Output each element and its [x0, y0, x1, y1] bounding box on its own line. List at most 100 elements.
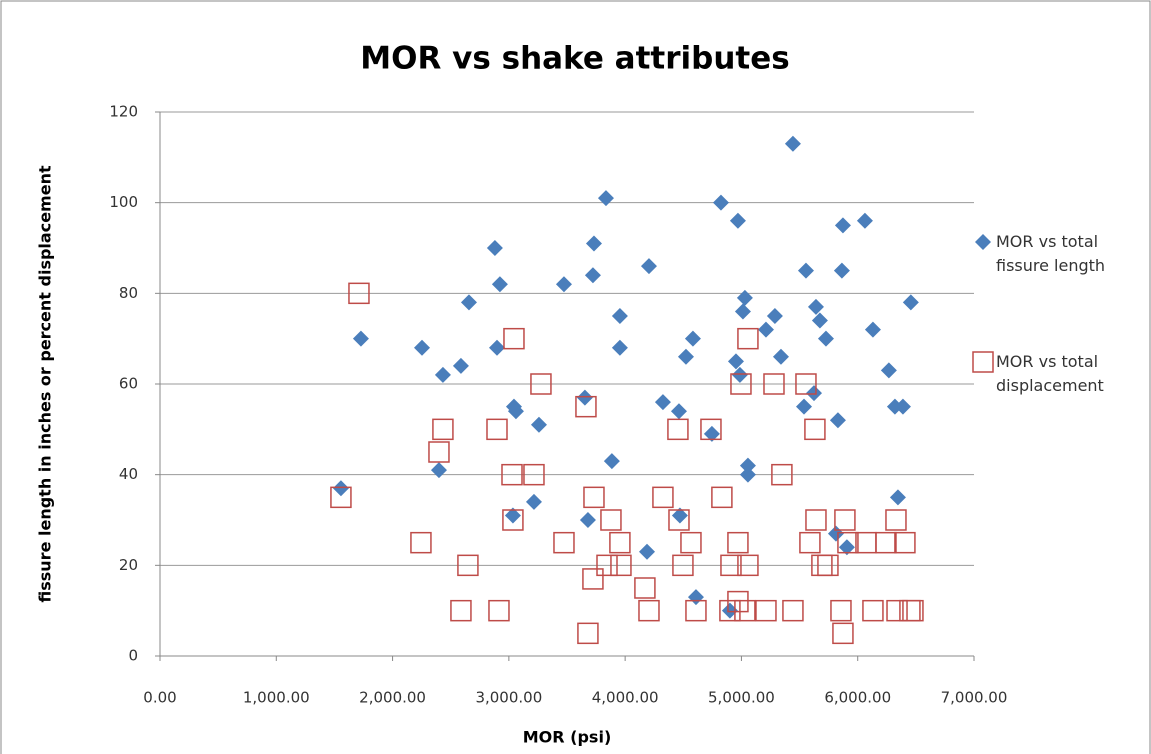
- diamond-point: [430, 462, 447, 479]
- square-point: [680, 531, 702, 554]
- square-point: [805, 509, 827, 531]
- diamond-point: [670, 403, 687, 420]
- square-point: [610, 554, 632, 577]
- diamond-point: [721, 602, 738, 619]
- y-tick-label: 60: [119, 375, 138, 393]
- square-point: [972, 351, 994, 373]
- diamond-point: [352, 330, 369, 347]
- square-point: [834, 509, 856, 531]
- diamond-point: [757, 321, 774, 338]
- y-tick-label: 100: [109, 193, 138, 211]
- diamond-point: [731, 366, 748, 383]
- diamond-point: [772, 348, 789, 365]
- diamond-point: [766, 308, 783, 324]
- square-point: [837, 531, 859, 554]
- square-point: [523, 463, 545, 486]
- x-tick-label: 7,000.00: [941, 689, 1008, 707]
- diamond-point: [486, 240, 503, 256]
- diamond-point: [727, 353, 744, 370]
- legend-label: MOR vs total displacement: [996, 352, 1104, 395]
- square-point: [737, 554, 759, 577]
- x-tick-label: 1,000.00: [243, 689, 310, 707]
- diamond-point: [739, 466, 756, 483]
- diamond-point: [739, 457, 756, 474]
- y-tick-label: 40: [119, 465, 138, 483]
- square-point: [795, 373, 817, 395]
- diamond-point: [611, 339, 628, 356]
- x-axis-label: MOR (psi): [523, 728, 612, 747]
- y-tick-label: 0: [128, 647, 138, 665]
- square-point: [700, 418, 722, 441]
- square-point: [737, 327, 759, 350]
- square-point: [582, 568, 604, 590]
- x-tick-label: 2,000.00: [359, 689, 426, 707]
- diamond-point: [975, 234, 991, 250]
- diamond-point: [712, 194, 729, 211]
- series-0: [332, 135, 919, 619]
- y-tick-label: 80: [119, 284, 138, 302]
- diamond-point: [452, 357, 469, 374]
- square-point: [771, 463, 793, 486]
- diamond-point: [880, 362, 897, 379]
- diamond-point: [413, 339, 430, 356]
- diamond-point: [640, 258, 657, 275]
- diamond-point: [807, 298, 824, 315]
- square-point: [885, 509, 907, 531]
- diamond-point: [833, 262, 850, 279]
- square-point: [488, 599, 510, 622]
- y-tick-label: 120: [109, 103, 138, 121]
- diamond-point: [611, 308, 628, 324]
- diamond-point: [811, 312, 828, 329]
- diamond-point: [332, 480, 349, 497]
- square-point: [530, 373, 552, 395]
- diamond-point: [834, 217, 851, 234]
- diamond-point: [805, 385, 822, 402]
- square-point: [432, 418, 454, 441]
- square-point: [672, 554, 694, 577]
- square-point: [711, 486, 733, 509]
- diamond-point: [734, 303, 751, 320]
- x-tick-label: 6,000.00: [824, 689, 891, 707]
- square-point: [782, 599, 804, 622]
- diamond-point: [530, 416, 547, 433]
- diamond-point: [434, 366, 451, 383]
- square-point: [730, 373, 752, 395]
- diamond-point: [504, 507, 521, 524]
- x-tick-label: 0.00: [143, 689, 176, 707]
- diamond-point: [585, 235, 602, 252]
- diamond-point: [856, 212, 873, 229]
- square-point: [583, 486, 605, 509]
- square-point: [902, 599, 924, 622]
- diamond-point: [525, 493, 542, 510]
- square-point: [763, 373, 785, 395]
- diamond-point: [902, 294, 919, 311]
- x-tick-label: 4,000.00: [592, 689, 659, 707]
- diamond-point: [603, 453, 620, 470]
- diamond-point: [736, 289, 753, 306]
- square-point: [862, 599, 884, 622]
- square-point: [634, 577, 656, 599]
- series-1: [330, 282, 924, 645]
- square-point: [330, 486, 352, 509]
- legend-marker-group: [972, 351, 994, 373]
- square-point: [457, 554, 479, 577]
- square-point: [410, 531, 432, 554]
- diamond-point: [886, 398, 903, 415]
- diamond-point: [507, 403, 524, 420]
- square-point: [577, 622, 599, 645]
- square-point: [719, 599, 741, 622]
- diamond-point: [677, 348, 694, 365]
- diamond-point: [555, 276, 572, 293]
- diamond-point: [797, 262, 814, 279]
- diamond-point: [838, 539, 855, 556]
- diamond-point: [889, 489, 906, 506]
- diamond-point: [597, 190, 614, 207]
- square-point: [668, 509, 690, 531]
- diamond-point: [894, 398, 911, 415]
- square-point: [817, 554, 839, 577]
- square-point: [734, 599, 756, 622]
- square-point: [804, 418, 826, 441]
